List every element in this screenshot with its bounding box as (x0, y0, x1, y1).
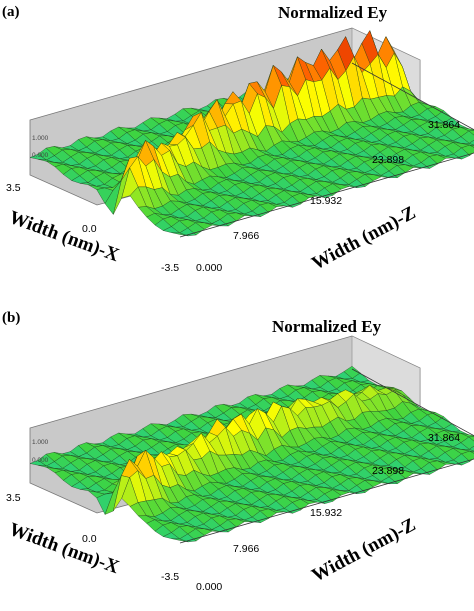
z-tick: 7.966 (233, 543, 259, 555)
x-tick: 0.0 (82, 533, 97, 545)
x-axis-label: Width (nm)-X (6, 519, 122, 578)
floor-axis (179, 368, 474, 544)
chart-panel-a: (a) Normalized Ey 1.000 0.000 3.5 0.0 -3… (0, 0, 474, 305)
z-tick: 15.932 (310, 507, 342, 519)
x-tick: -3.5 (161, 262, 179, 274)
panel-label: (b) (2, 310, 20, 326)
surface-cell (171, 232, 189, 237)
z-tick: 23.898 (372, 465, 404, 477)
z-tick: 23.898 (372, 154, 404, 166)
surface-cell (468, 445, 474, 452)
z-tick: 7.966 (233, 230, 259, 242)
z-tick: 31.864 (428, 432, 460, 444)
surface-cell (171, 538, 189, 543)
x-tick: 3.5 (6, 492, 21, 504)
z-axis-label: Width (nm)-Z (308, 514, 419, 586)
x-tick: -3.5 (161, 571, 179, 583)
panel-label: (a) (2, 4, 20, 20)
floor-axis (179, 62, 474, 238)
chart-title: Normalized Ey (278, 3, 388, 22)
x-axis-label: Width (nm)-X (6, 207, 122, 266)
surface-plot-b: (b) Normalized Ey 1.000 0.000 3.5 0.0 -3… (2, 310, 474, 593)
surface-plot-a: (a) Normalized Ey 1.000 0.000 3.5 0.0 -3… (2, 3, 474, 274)
z-axis-label: Width (nm)-Z (308, 202, 419, 274)
surface-mesh (29, 29, 474, 238)
x-tick: 0.0 (82, 223, 97, 235)
x-tick: 3.5 (6, 182, 21, 194)
surface-mesh (29, 365, 474, 544)
z-tick: 0.000 (196, 581, 222, 593)
vertical-tick-bottom: 0.000 (32, 152, 49, 159)
surface-cell (468, 139, 474, 146)
vertical-tick-top: 1.000 (32, 135, 49, 142)
z-tick: 15.932 (310, 195, 342, 207)
chart-panel-b: (b) Normalized Ey 1.000 0.000 3.5 0.0 -3… (0, 306, 474, 611)
z-tick: 0.000 (196, 262, 222, 274)
z-tick: 31.864 (428, 119, 460, 131)
vertical-tick-bottom: 0.000 (32, 457, 49, 464)
chart-title: Normalized Ey (272, 317, 382, 336)
vertical-tick-top: 1.000 (32, 439, 49, 446)
